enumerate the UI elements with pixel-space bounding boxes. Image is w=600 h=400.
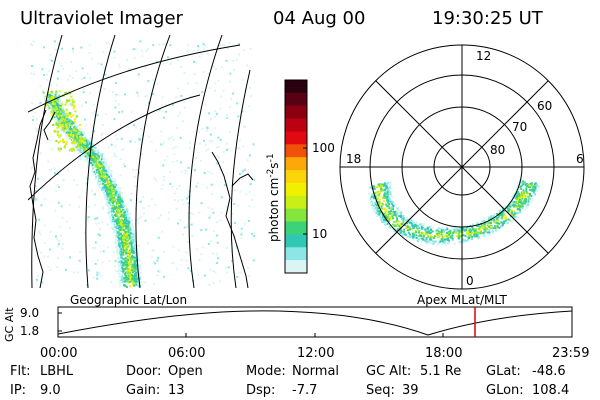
glon-label: GLon: [486,383,524,398]
observation-date: 04 Aug 00 [273,8,366,29]
altitude-tick-9: 9.0 [20,306,39,320]
mode-value: Normal [292,364,340,379]
lat-label-60: 60 [537,99,552,113]
lat-label-80: 80 [490,143,505,157]
gain-value: 13 [168,383,185,398]
lat-label-70: 70 [512,120,527,134]
colorbar-tick-100: 100 [312,141,335,155]
altitude-tick-1-8: 1.8 [20,324,39,338]
mlt-label-0: 0 [466,274,474,288]
glat-label: GLat: [486,364,521,379]
seq-label: Seq: [366,383,395,398]
door-label: Door: [126,364,162,379]
filter-label: Flt: [10,364,31,379]
glon-value: 108.4 [532,383,570,398]
mlt-label-12: 12 [476,49,491,63]
seq-value: 39 [402,383,419,398]
polar-caption: Apex MLat/MLT [417,293,507,307]
color-scale-frame [284,79,308,274]
door-value: Open [168,364,203,379]
mode-label: Mode: [246,364,286,379]
mlt-label-18: 18 [346,152,361,166]
mlt-label-6: 6 [576,152,584,166]
ip-value: 9.0 [40,383,61,398]
dsp-value: -7.7 [292,383,318,398]
colorbar-unit-label: photon cm-2s-1 [266,153,281,242]
coastline [29,109,254,288]
colorbar-tick-10: 10 [312,227,327,241]
dsp-label: Dsp: [246,383,276,398]
observation-time: 19:30:25 UT [432,8,543,29]
geographic-grid-lines [28,35,251,288]
altitude-curve [57,310,573,336]
ip-label: IP: [10,383,27,398]
time-label-0000: 00:00 [40,346,77,361]
gc-alt-value: 5.1 Re [420,364,462,379]
time-label-2359: 23:59 [552,346,589,361]
time-label-1200: 12:00 [297,346,334,361]
time-label-1800: 18:00 [425,346,462,361]
gc-alt-label: GC Alt: [366,364,412,379]
gain-label: Gain: [126,383,161,398]
filter-value: LBHL [40,364,74,379]
instrument-title: Ultraviolet Imager [20,8,183,29]
color-scale-cells [285,80,307,274]
glat-value: -48.6 [532,364,566,379]
altitude-axis-label: GC Alt [3,307,16,342]
altitude-strip-frame [57,306,573,338]
time-label-0600: 06:00 [168,346,205,361]
geographic-caption: Geographic Lat/Lon [70,293,188,307]
polar-grid [339,44,585,290]
